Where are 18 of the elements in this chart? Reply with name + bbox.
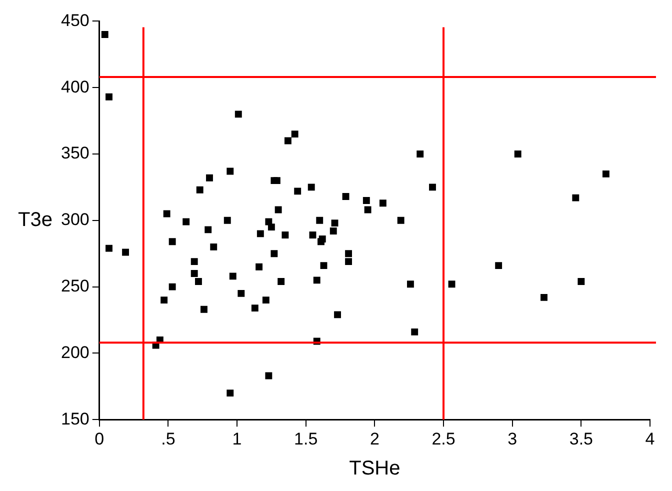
x-tick-label: 3: [508, 429, 518, 448]
y-tick-label: 400: [60, 77, 90, 96]
x-tick-label: 2: [370, 429, 380, 448]
y-tick-label: 250: [60, 276, 90, 296]
y-tick-label: 450: [60, 10, 90, 30]
x-tick-label: .5: [161, 429, 176, 448]
y-tick-label: 350: [60, 144, 90, 163]
x-tick-label: 0: [94, 429, 104, 448]
y-tick-label: 300: [60, 210, 90, 230]
x-tick-label: 2.5: [432, 429, 456, 448]
y-tick-label: 200: [60, 342, 90, 362]
y-axis-title: T3e: [18, 208, 52, 231]
x-tick-label: 4: [645, 429, 655, 448]
y-tick-label: 150: [60, 409, 90, 428]
x-tick-label: 3.5: [569, 429, 593, 448]
x-axis-title: TSHe: [349, 458, 400, 480]
x-tick-label: 1.5: [294, 429, 318, 448]
x-tick-label: 1: [232, 429, 242, 448]
